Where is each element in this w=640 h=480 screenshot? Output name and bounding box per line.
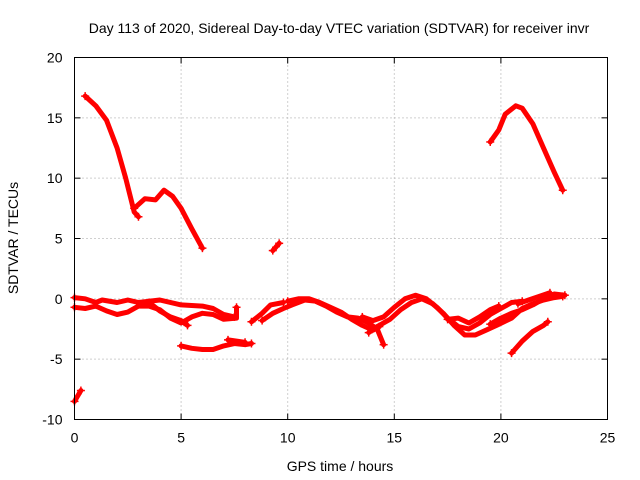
series-r <box>487 291 568 327</box>
y-tick-label: 10 <box>47 170 63 186</box>
series-s <box>515 290 553 307</box>
plot-area <box>70 92 569 406</box>
y-tick-label: 5 <box>55 231 63 247</box>
y-tick-labels: -10 -5 0 5 10 15 20 <box>42 50 62 428</box>
series-k <box>249 300 286 325</box>
x-tick-label: 10 <box>280 430 296 446</box>
y-tick-label: -10 <box>42 412 62 428</box>
series-m <box>285 296 382 333</box>
x-tick-label: 20 <box>493 430 509 446</box>
y-axis-title: SDTVAR / TECUs <box>5 182 21 294</box>
y-tick-label: 20 <box>47 50 63 66</box>
y-tick-label: -5 <box>50 351 63 367</box>
x-axis-title: GPS time / hours <box>287 458 394 474</box>
x-tick-label: 15 <box>387 430 403 446</box>
x-tick-label: 0 <box>71 430 79 446</box>
series-l <box>259 297 387 348</box>
series-i <box>178 341 254 352</box>
x-tick-labels: 0 5 10 15 20 25 <box>71 430 616 446</box>
grid <box>74 57 608 420</box>
series-q <box>509 319 551 356</box>
x-tick-label: 25 <box>600 430 616 446</box>
series-p <box>445 303 502 326</box>
series-a <box>72 388 84 404</box>
chart-title: Day 113 of 2020, Sidereal Day-to-day VTE… <box>89 20 590 36</box>
x-tick-label: 5 <box>177 430 185 446</box>
y-tick-label: 0 <box>55 291 63 307</box>
series-h <box>146 300 190 328</box>
y-tick-label: 15 <box>47 110 63 126</box>
series-f <box>72 295 237 320</box>
series-d <box>270 240 282 254</box>
plot-frame <box>74 57 608 420</box>
series-c <box>131 187 205 251</box>
series-e <box>487 103 566 193</box>
series-b <box>82 93 141 220</box>
